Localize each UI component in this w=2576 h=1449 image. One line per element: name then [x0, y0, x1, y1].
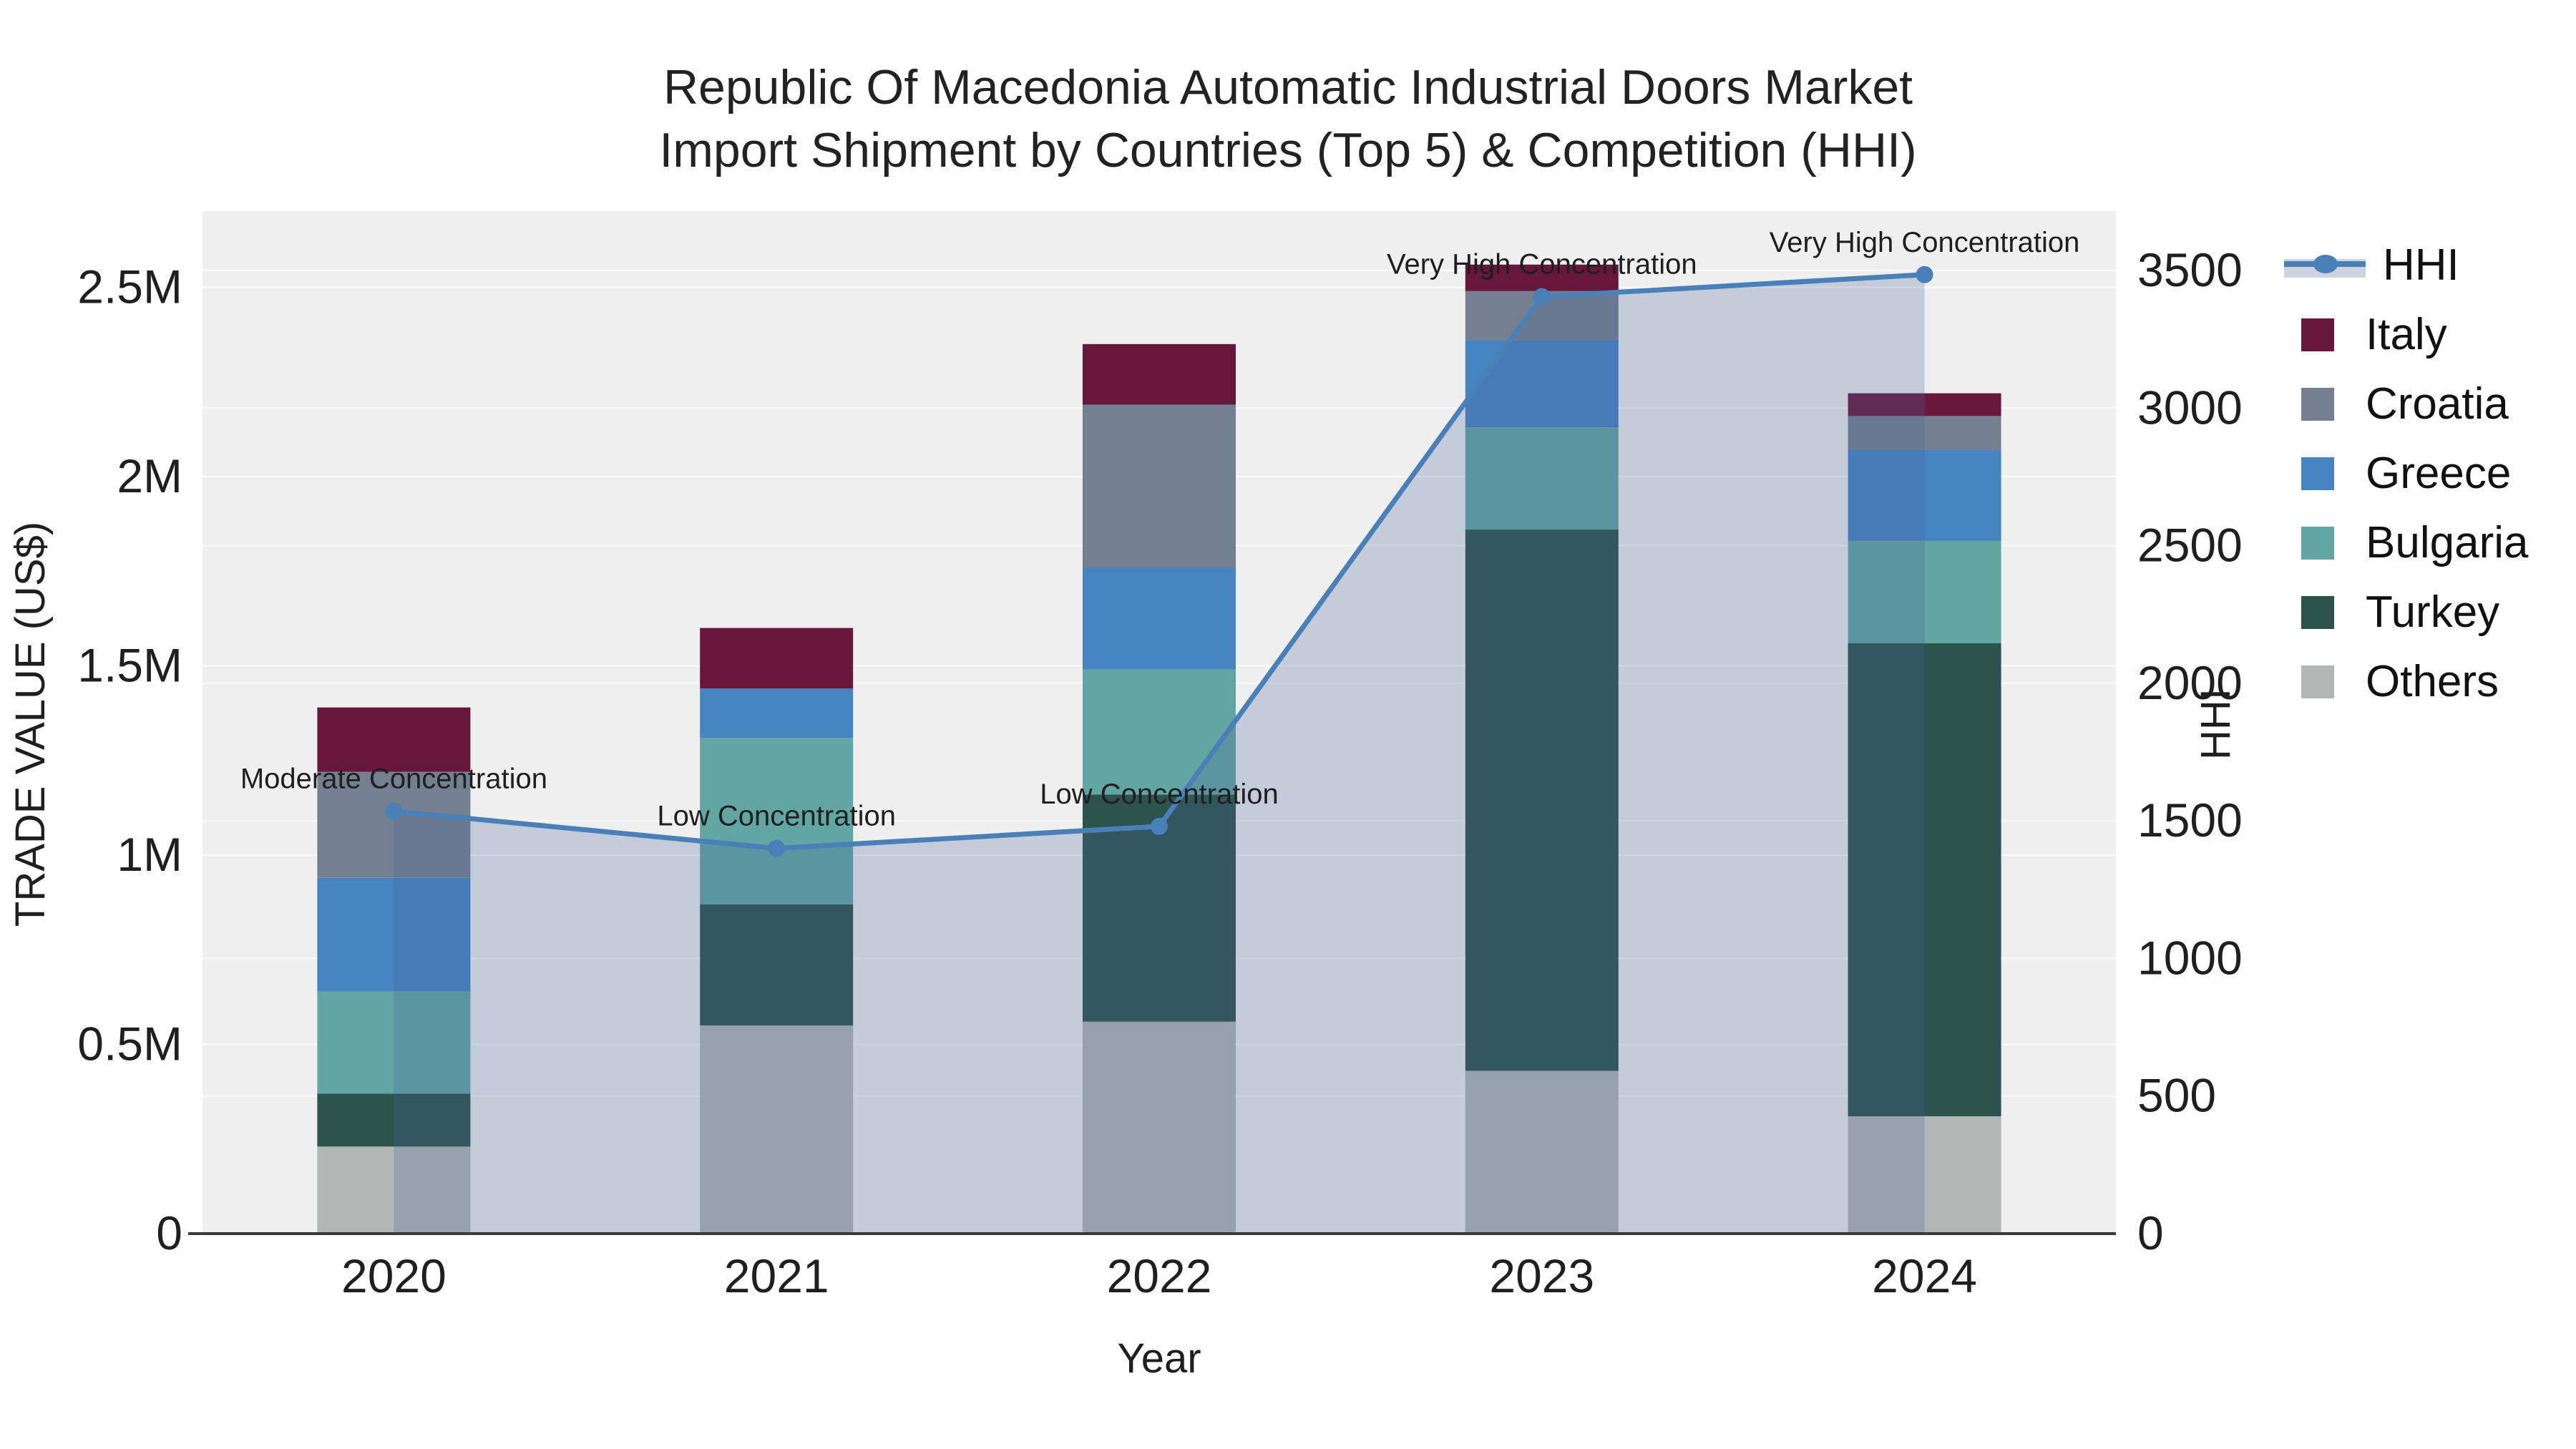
bar-segment-greece-2023[interactable] [1465, 340, 1619, 428]
bar-segment-bulgaria-2020[interactable] [317, 991, 471, 1094]
legend: HHI Italy Croatia Greece Bulgaria Turkey Other… [2284, 230, 2528, 716]
bar-segment-italy-2021[interactable] [700, 628, 854, 689]
bar-segment-italy-2024[interactable] [1848, 393, 2001, 416]
bar-segment-others-2020[interactable] [317, 1146, 471, 1234]
bar-segment-others-2021[interactable] [700, 1025, 854, 1234]
hhi-marker-2022[interactable] [1151, 817, 1168, 835]
legend-label-hhi: HHI [2383, 240, 2459, 290]
annotation-2020: Moderate Concentration [240, 763, 547, 795]
legend-label-turkey: Turkey [2366, 587, 2500, 637]
bar-segment-others-2024[interactable] [1848, 1116, 2001, 1234]
hhi-marker-2023[interactable] [1533, 288, 1551, 306]
legend-item-turkey[interactable]: Turkey [2284, 577, 2528, 647]
bar-segment-bulgaria-2024[interactable] [1848, 540, 2001, 643]
bar-segment-turkey-2024[interactable] [1848, 643, 2001, 1117]
x-tick-2024: 2024 [1872, 1249, 1977, 1302]
y-left-axis-title: TRADE VALUE (US$) [7, 522, 54, 927]
legend-swatch-others [2301, 665, 2334, 698]
legend-swatch-croatia [2301, 387, 2334, 421]
legend-label-italy: Italy [2366, 310, 2447, 359]
hhi-marker-2020[interactable] [385, 802, 403, 820]
legend-item-others[interactable]: Others [2284, 647, 2528, 716]
annotation-2021: Low Concentration [657, 801, 896, 832]
hhi-marker-2021[interactable] [768, 839, 786, 857]
bar-segment-greece-2024[interactable] [1848, 449, 2001, 541]
y-right-tick-2000: 2000 [2137, 656, 2243, 709]
y-left-tick-2.5M: 2.5M [77, 260, 182, 313]
legend-item-italy[interactable]: Italy [2284, 300, 2528, 369]
legend-label-bulgaria: Bulgaria [2366, 518, 2529, 567]
y-left-tick-1M: 1M [117, 828, 182, 881]
y-right-tick-2500: 2500 [2137, 519, 2243, 572]
y-right-tick-3500: 3500 [2137, 243, 2243, 296]
x-tick-2023: 2023 [1489, 1249, 1594, 1302]
bar-segment-croatia-2022[interactable] [1083, 404, 1236, 567]
bar-segment-bulgaria-2023[interactable] [1465, 427, 1619, 530]
y-right-tick-0: 0 [2137, 1206, 2164, 1259]
chart-title: Republic Of Macedonia Automatic Industri… [0, 56, 2576, 182]
bar-segment-croatia-2024[interactable] [1848, 416, 2001, 450]
bar-segment-greece-2022[interactable] [1083, 567, 1236, 670]
bar-segment-turkey-2020[interactable] [317, 1093, 471, 1147]
hhi-area-fill [394, 274, 1925, 1234]
legend-item-hhi[interactable]: HHI [2284, 230, 2528, 300]
legend-swatch-italy [2301, 318, 2334, 351]
bar-segment-others-2023[interactable] [1465, 1070, 1619, 1234]
annotation-2024: Very High Concentration [1770, 227, 2080, 258]
legend-swatch-greece [2301, 457, 2334, 490]
bar-segment-croatia-2020[interactable] [317, 771, 471, 878]
legend-item-bulgaria[interactable]: Bulgaria [2284, 508, 2528, 577]
bar-segment-greece-2021[interactable] [700, 688, 854, 738]
hhi-marker-2024[interactable] [1916, 265, 1933, 283]
y-right-axis-title: HHI [2192, 688, 2239, 760]
bar-segment-bulgaria-2021[interactable] [700, 738, 854, 904]
chart-title-line2: Import Shipment by Countries (Top 5) & C… [659, 123, 1917, 177]
x-tick-2021: 2021 [724, 1249, 829, 1302]
x-tick-2022: 2022 [1107, 1249, 1212, 1302]
y-left-tick-0: 0 [156, 1206, 182, 1259]
annotation-2023: Very High Concentration [1387, 249, 1697, 280]
y-right-tick-1000: 1000 [2137, 931, 2243, 984]
legend-label-croatia: Croatia [2366, 379, 2509, 429]
legend-item-croatia[interactable]: Croatia [2284, 369, 2528, 439]
y-left-tick-0.5M: 0.5M [77, 1018, 182, 1070]
y-left-tick-1.5M: 1.5M [77, 639, 182, 692]
legend-swatch-turkey [2301, 595, 2334, 629]
annotation-2022: Low Concentration [1040, 779, 1279, 810]
legend-item-greece[interactable]: Greece [2284, 439, 2528, 508]
bar-segment-italy-2022[interactable] [1083, 343, 1236, 405]
bar-segment-greece-2020[interactable] [317, 877, 471, 992]
x-axis-title: Year [1117, 1335, 1201, 1382]
bar-segment-italy-2020[interactable] [317, 707, 471, 772]
bar-segment-turkey-2021[interactable] [700, 904, 854, 1026]
bar-segment-italy-2023[interactable] [1465, 264, 1619, 291]
legend-label-greece: Greece [2366, 449, 2512, 498]
legend-label-others: Others [2366, 657, 2499, 706]
y-right-tick-1500: 1500 [2137, 794, 2243, 847]
y-left-tick-2M: 2M [117, 449, 182, 502]
bar-segment-bulgaria-2022[interactable] [1083, 669, 1236, 795]
bar-segment-turkey-2023[interactable] [1465, 530, 1619, 1071]
y-right-tick-3000: 3000 [2137, 381, 2243, 434]
bar-segment-others-2022[interactable] [1083, 1021, 1236, 1234]
hhi-line-sample-icon [2284, 249, 2366, 282]
legend-swatch-bulgaria [2301, 526, 2334, 560]
chart-title-line1: Republic Of Macedonia Automatic Industri… [663, 60, 1913, 114]
x-tick-2020: 2020 [341, 1249, 447, 1302]
y-right-tick-500: 500 [2137, 1069, 2216, 1122]
